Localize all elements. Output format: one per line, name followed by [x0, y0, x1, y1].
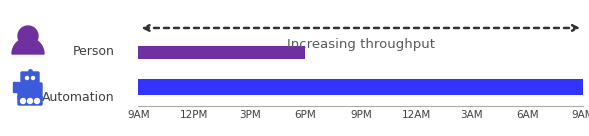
Circle shape	[21, 98, 25, 103]
FancyBboxPatch shape	[18, 83, 42, 99]
FancyBboxPatch shape	[21, 72, 39, 85]
Text: Automation: Automation	[42, 91, 115, 104]
Circle shape	[25, 76, 28, 80]
Circle shape	[31, 76, 35, 80]
Bar	[138, 46, 305, 59]
Wedge shape	[12, 38, 44, 54]
Circle shape	[28, 98, 32, 103]
Bar	[138, 79, 583, 95]
Text: Increasing throughput: Increasing throughput	[287, 38, 435, 51]
FancyBboxPatch shape	[14, 83, 19, 92]
Circle shape	[18, 26, 38, 46]
Text: Person: Person	[73, 45, 115, 58]
FancyBboxPatch shape	[18, 96, 42, 105]
Circle shape	[35, 98, 39, 103]
